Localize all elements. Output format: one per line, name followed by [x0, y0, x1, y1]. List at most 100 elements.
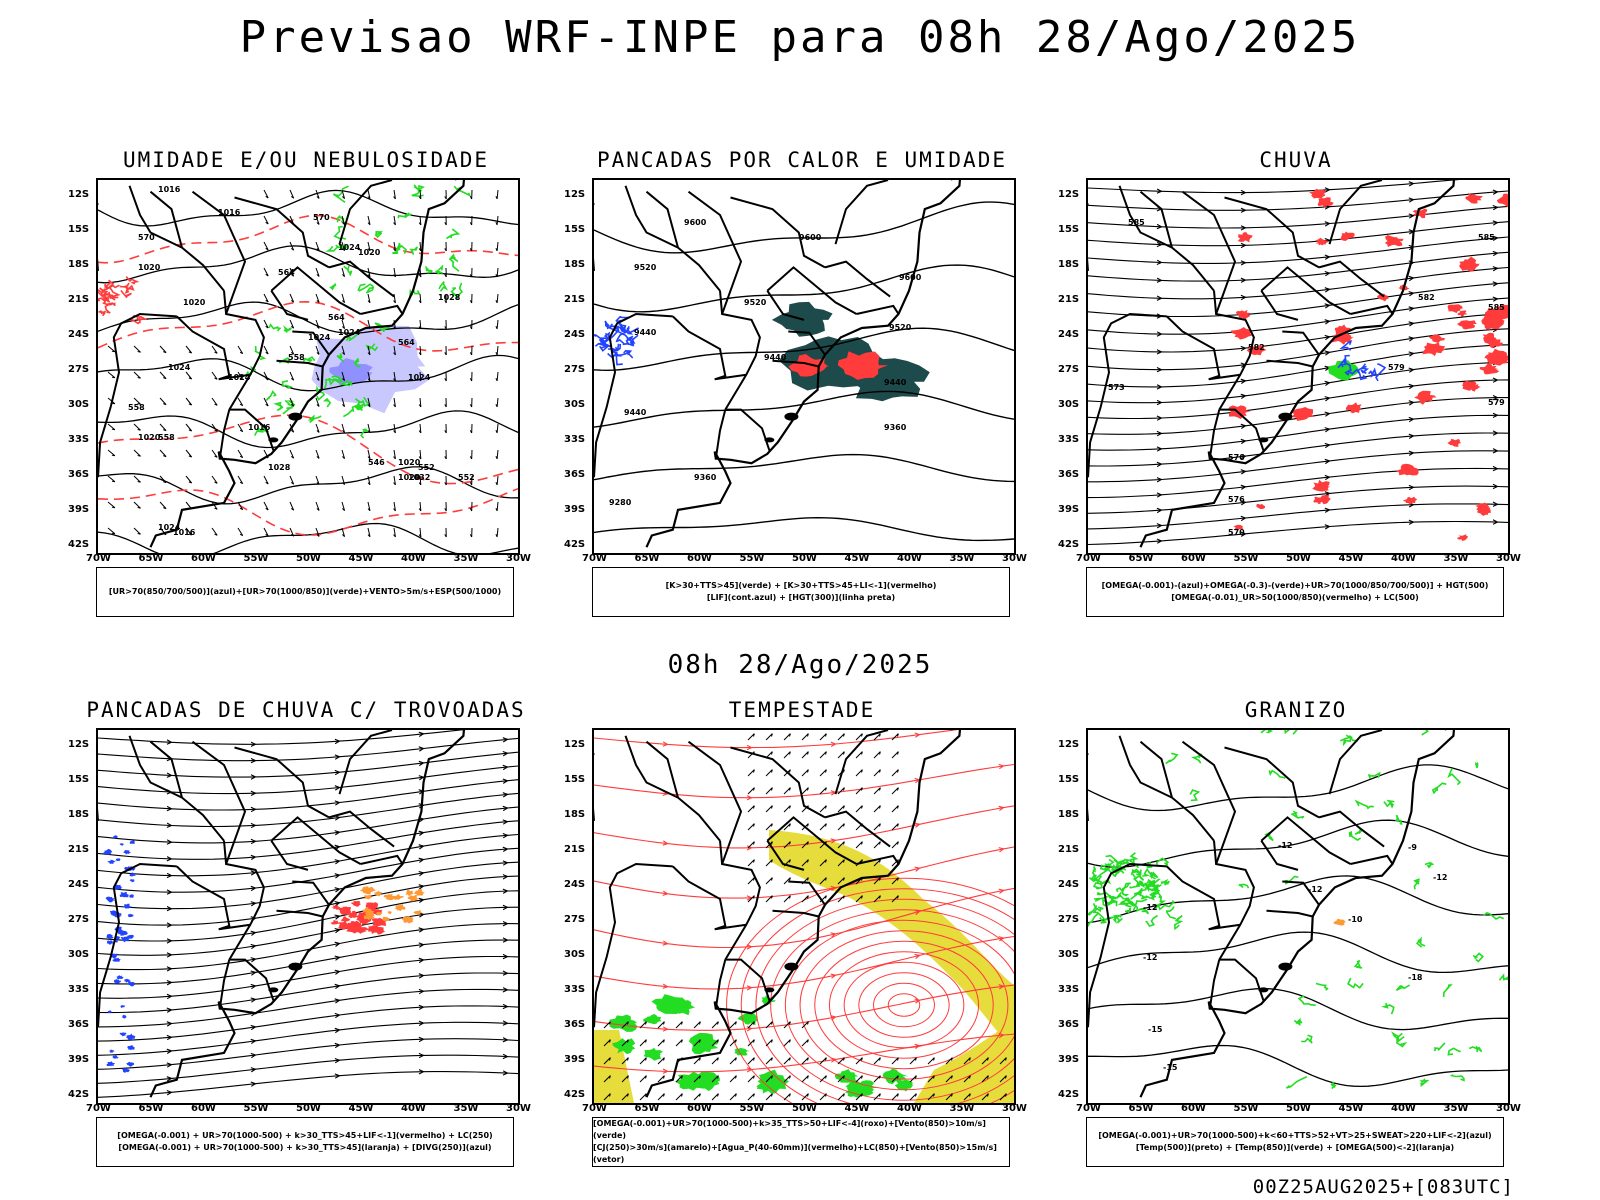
wind-vector — [747, 877, 755, 885]
temp850-contour — [1447, 767, 1462, 786]
streamline — [98, 737, 518, 762]
wind-vector-head — [771, 1021, 773, 1025]
wind-vector-head — [753, 895, 755, 899]
wind-vector — [747, 1039, 755, 1047]
wind-vector — [765, 895, 773, 903]
streamline-arrow — [1408, 400, 1415, 406]
wind-vector — [341, 527, 346, 537]
streamline-arrow — [166, 1062, 173, 1068]
contour-label: 1028 — [268, 463, 291, 472]
temp850-contour — [1431, 782, 1447, 795]
wind-vector — [891, 1075, 899, 1083]
wind-vector-head — [825, 859, 827, 863]
border-line — [1260, 840, 1299, 871]
wind-vector — [315, 189, 320, 199]
wind-vector-head — [137, 350, 141, 353]
wind-vector-head — [1005, 1093, 1007, 1097]
wind-vector-head — [789, 823, 791, 827]
lat-tick-label: 12S — [68, 189, 90, 201]
border-line — [360, 854, 404, 865]
wind-vector-head — [861, 1093, 863, 1097]
border-line — [730, 196, 826, 269]
humidity-contour-green — [360, 428, 371, 439]
wind-vector — [263, 241, 269, 251]
wind-vector-head — [418, 508, 422, 512]
wind-vector-head — [771, 895, 773, 899]
wind-vector-head — [663, 1093, 665, 1097]
contour-label: 546 — [368, 458, 385, 467]
wind-vector — [419, 319, 422, 330]
isobar — [98, 245, 518, 284]
wind-vector — [783, 787, 791, 795]
wind-vector-head — [771, 733, 773, 737]
wind-vector-head — [609, 1021, 611, 1025]
humidity-contour-green — [445, 228, 461, 240]
wind-vector-head — [771, 787, 773, 791]
streamline-arrow — [334, 844, 341, 850]
wind-vector — [765, 1057, 773, 1065]
lon-tick-label: 55W — [1233, 553, 1259, 564]
temp850-contour — [1442, 984, 1453, 998]
streamline-arrow — [1156, 331, 1163, 337]
streamline-arrow — [166, 979, 173, 986]
wind-vector — [693, 1057, 701, 1065]
streamline-arrow — [1492, 448, 1499, 454]
geopotential-line — [594, 453, 1014, 483]
temp850-contour — [1130, 868, 1138, 878]
lat-tick-label: 27S — [68, 914, 90, 926]
lifted-index-contour — [618, 324, 629, 334]
wind850-area-green — [894, 1079, 914, 1092]
lon-tick-label: 55W — [243, 553, 269, 564]
wind-vector-head — [897, 787, 899, 791]
temp850-contour — [1342, 734, 1352, 747]
wind-vector — [315, 241, 320, 251]
streamline-arrow — [334, 887, 341, 893]
thunderstorm-area-red — [338, 907, 351, 915]
streamline — [98, 861, 518, 910]
streamline-arrow — [334, 941, 341, 947]
border-line — [719, 290, 761, 411]
border-line — [672, 865, 747, 931]
lat-tick-label: 30S — [564, 949, 586, 961]
wind-vector-head — [807, 823, 809, 827]
streamline — [1088, 432, 1508, 467]
wind-vector-head — [735, 1057, 737, 1061]
temp850-contour — [1137, 888, 1152, 900]
thunderstorm-area-orange — [407, 894, 418, 902]
wind-vector-head — [879, 1075, 881, 1079]
streamline-arrow — [418, 844, 425, 850]
wind-vector — [927, 1057, 935, 1065]
streamline-arrow — [1492, 235, 1499, 241]
humidity-contour-green — [281, 380, 294, 390]
wind-vector-head — [290, 248, 294, 251]
lon-tick-label: 60W — [191, 553, 216, 564]
streamline-red-arrow — [662, 1068, 669, 1074]
divergence-area-blue — [109, 1049, 115, 1053]
border-line — [270, 816, 361, 865]
wind-vector — [765, 1039, 773, 1047]
streamline-arrow — [1240, 531, 1247, 537]
wind-vector — [185, 449, 193, 458]
humidity-contour-green — [395, 242, 408, 255]
wind-vector-head — [444, 326, 447, 330]
wind-vector-head — [969, 1057, 971, 1061]
lon-tick-label: 50W — [1286, 553, 1311, 564]
border-line — [191, 740, 247, 865]
streamline-red — [594, 984, 1014, 1031]
thickness-line — [98, 487, 518, 536]
legend-line: [OMEGA(-0.01)_UR>50(1000/850)(vermelho) … — [1171, 593, 1419, 602]
temp850-contour — [1474, 761, 1479, 769]
wind-vector-head — [188, 533, 192, 536]
streamline-red-arrow — [998, 805, 1005, 812]
streamline-arrow — [1408, 306, 1415, 312]
streamline-arrow — [250, 970, 257, 976]
streamline-arrow — [1492, 501, 1499, 507]
panel-title-chuva: CHUVA — [1259, 148, 1333, 172]
wind-vector — [783, 733, 791, 741]
lon-tick-label: 35W — [453, 553, 479, 564]
wind-vector-head — [444, 430, 447, 434]
wind-vector — [367, 215, 371, 225]
rain-area-red — [1479, 363, 1500, 375]
coastline — [645, 180, 962, 548]
lon-tick-label: 35W — [1443, 1103, 1469, 1114]
